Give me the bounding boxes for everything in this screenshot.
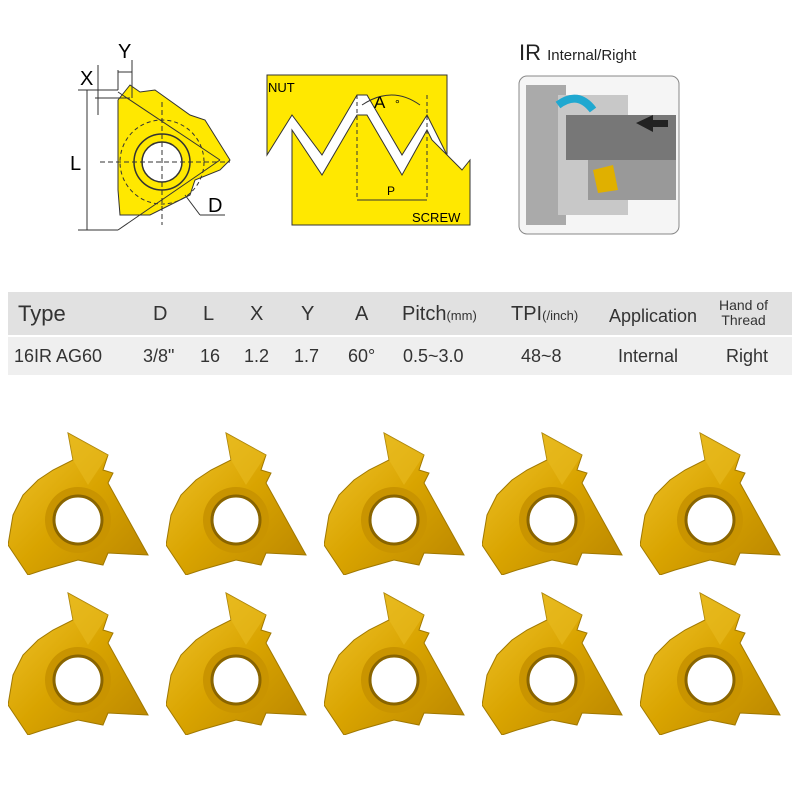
screw-label: SCREW — [412, 210, 461, 225]
threading-insert-photo — [481, 585, 632, 736]
pitch-label: P — [387, 184, 395, 198]
spec-table: Type D L X Y A Pitch(mm) TPI(/inch) Appl… — [8, 292, 792, 375]
header-l: L — [203, 303, 215, 325]
threading-insert-photo — [323, 585, 474, 736]
cell-type: 16IR AG60 — [14, 346, 103, 366]
header-pitch: Pitch(mm) — [402, 303, 477, 325]
header-type: Type — [18, 301, 66, 326]
header-tpi: TPI(/inch) — [511, 303, 579, 325]
nut-profile — [266, 74, 448, 157]
internal-right-illustration — [518, 75, 680, 235]
cell-l: 16 — [200, 346, 221, 366]
header-application: Application — [609, 306, 698, 326]
cell-d: 3/8" — [143, 346, 175, 366]
label-x: X — [80, 68, 93, 90]
cell-application: Internal — [618, 346, 679, 366]
header-d: D — [153, 303, 168, 325]
cell-tpi: 48~8 — [521, 346, 562, 366]
insert-dimension-diagram: Y X L D — [70, 41, 231, 231]
ir-subtitle: Internal/Right — [547, 47, 637, 64]
threading-insert-photo — [323, 425, 474, 576]
header-hand-of-thread: Hand of Thread — [719, 297, 769, 328]
label-d: D — [208, 195, 222, 217]
threading-insert-photo — [481, 425, 632, 576]
threading-insert-photo — [165, 425, 316, 576]
threading-insert-photo — [165, 585, 316, 736]
label-l: L — [70, 153, 81, 175]
table-row: 16IR AG60 3/8" 16 1.2 1.7 60° 0.5~3.0 48… — [8, 337, 792, 375]
degree-label: ° — [395, 97, 400, 111]
arrow-left-icon — [636, 115, 668, 132]
cell-pitch: 0.5~3.0 — [403, 346, 464, 366]
cell-x: 1.2 — [244, 346, 270, 366]
screw-profile — [291, 114, 471, 226]
ir-title: IR Internal/Right — [519, 40, 637, 65]
threading-insert-photo — [7, 425, 158, 576]
table-header-row: Type D L X Y A Pitch(mm) TPI(/inch) Appl… — [8, 292, 792, 335]
cell-hand: Right — [726, 346, 769, 366]
cell-a: 60° — [348, 346, 376, 366]
threading-insert-photo — [7, 585, 158, 736]
threading-insert-photo — [639, 585, 790, 736]
threading-insert-photo — [639, 425, 790, 576]
header-x: X — [250, 303, 264, 325]
header-a: A — [355, 303, 369, 325]
thread-profile-diagram: NUT SCREW A ° P — [266, 74, 471, 226]
nut-label: NUT — [268, 80, 295, 95]
header-y: Y — [301, 303, 315, 325]
product-photo-grid — [0, 420, 800, 800]
cell-y: 1.7 — [294, 346, 320, 366]
angle-label: A — [374, 93, 386, 112]
label-y: Y — [118, 41, 131, 63]
